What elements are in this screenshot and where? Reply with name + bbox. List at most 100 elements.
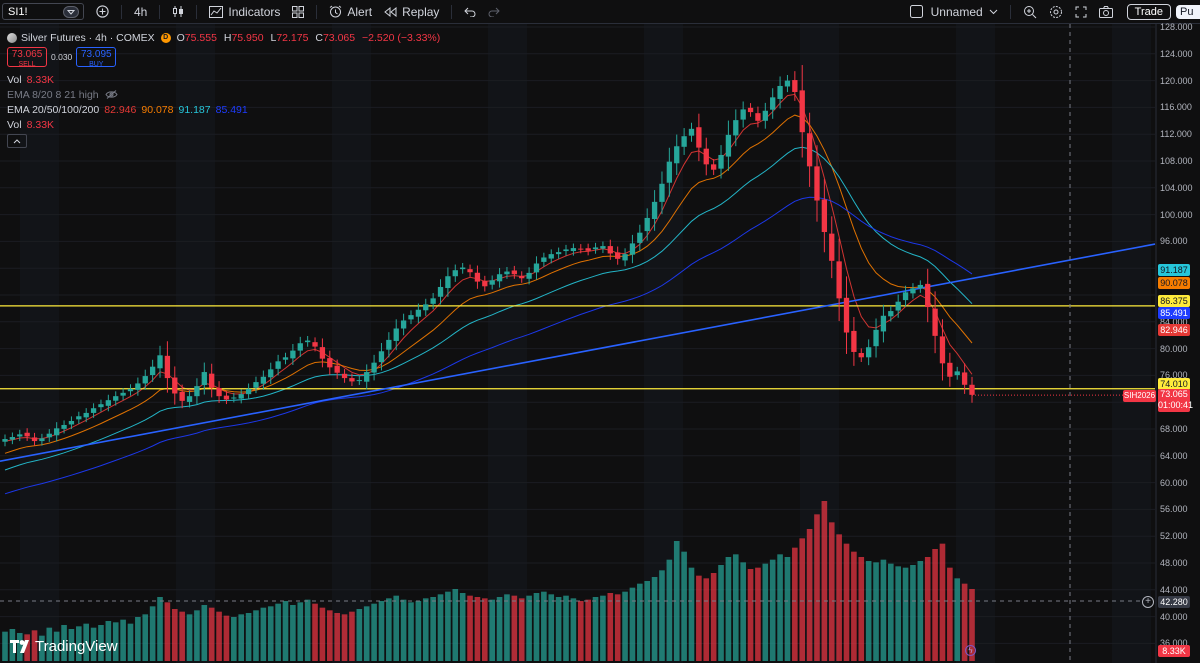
redo-icon[interactable] [482,7,506,17]
candle-body [733,120,739,136]
candle [90,403,97,418]
diamond-icon[interactable] [63,5,79,18]
candle [186,390,193,408]
volume-bar [696,575,702,661]
candle-body [408,315,414,320]
legend-collapse-button[interactable] [7,134,27,148]
alert-button[interactable]: Alert [323,0,378,23]
volume-bar [304,599,311,661]
candle-body [666,161,673,183]
ema-hidden-legend[interactable]: EMA 8/20 8 21 high [7,87,444,102]
candle-body [179,391,185,401]
ohlc-high-key: H [223,31,232,44]
candle [659,171,665,215]
tradingview-logo[interactable]: TradingView [10,638,118,655]
delay-badge: D [160,32,171,43]
volume-bar [651,577,658,661]
candle-body [637,232,643,243]
trade-button[interactable]: Trade [1126,3,1171,20]
volume-bar [910,565,916,661]
candle [829,216,835,279]
volume-bar [659,570,665,661]
fullscreen-icon[interactable] [1069,6,1093,18]
alert-label: Alert [347,4,373,19]
candle [644,208,650,241]
quick-search-icon[interactable] [1017,5,1043,19]
volume-bar [90,627,97,661]
eye-crossed-icon[interactable] [105,90,118,99]
candle [356,375,362,385]
camera-icon[interactable] [1093,5,1119,18]
candle [135,377,141,396]
candle-type-icon[interactable] [166,5,190,18]
candle [76,411,82,424]
tradingview-logo-icon [10,640,29,653]
candle [17,429,23,442]
candle-body [489,280,495,285]
candle-body [799,90,805,133]
templates-grid-icon[interactable] [286,5,310,18]
candle-body [467,269,473,273]
candle-body [76,416,82,420]
volume-bar [666,559,673,661]
candle-body [969,384,975,395]
candle [504,266,510,279]
candle [61,420,67,434]
candle [777,76,783,109]
ema20-price-tag: 82.946 [1158,324,1190,336]
volume-bar [31,630,38,661]
volume-bar [105,621,112,661]
candle-body [888,311,894,317]
price-tick-label: 100.000 [1160,209,1193,220]
volume-legend-2[interactable]: Vol 8.33K [7,117,444,132]
ohlc-close: 73.065 [322,31,356,44]
candle [297,336,303,358]
crosshair-add-icon[interactable]: + [1142,596,1154,608]
ema-legend[interactable]: EMA 20/50/100/200 82.946 90.078 91.187 8… [7,102,444,117]
undo-icon[interactable] [458,7,482,17]
toolbar-divider [316,4,318,19]
candle-body [504,271,510,275]
volume-legend[interactable]: Vol 8.33K [7,72,444,87]
volume-bar [747,569,754,661]
volume-bar [865,561,872,661]
interval-button[interactable]: 4h [134,4,148,19]
candle-body [806,133,813,167]
volume-bar [887,563,894,661]
candle-body [460,267,466,270]
lightning-icon[interactable]: ϟ [965,645,976,656]
candle [939,319,946,381]
candle-body [2,439,8,442]
layout-name[interactable]: Unnamed [930,4,983,19]
chevron-down-icon[interactable] [983,9,1004,15]
layout-checkbox-icon[interactable] [909,5,923,18]
volume-bar [784,557,791,661]
candle-body [172,377,178,394]
chart-pane[interactable] [0,24,1200,663]
candle [674,134,680,175]
candle-body [555,252,562,255]
settings-gear-icon[interactable] [1043,5,1069,19]
candle-body [740,109,746,120]
compare-add-icon[interactable] [90,5,115,18]
candle-body [98,404,104,408]
buy-button[interactable]: 73.095 BUY [76,47,117,68]
volume-bar [297,602,304,661]
price-tick-label: 48.000 [1160,558,1188,568]
candle [120,388,126,401]
indicators-button[interactable]: Indicators [203,0,286,23]
publish-button[interactable]: Pu [1176,4,1200,19]
candle-body [393,328,399,341]
candle [452,264,458,282]
candle-body [607,246,613,254]
replay-button[interactable]: Replay [378,0,445,23]
legend-title[interactable]: Silver Futures · 4h · COMEX [21,31,155,44]
price-chart-canvas[interactable] [0,24,1200,663]
symbol-search-button[interactable]: SI1! [2,3,84,20]
candle [947,352,953,387]
candle [9,432,16,445]
sell-button[interactable]: 73.065 SELL [7,47,47,68]
volume-bar [393,595,400,661]
candle-body [423,304,429,311]
candle-body [9,437,16,440]
